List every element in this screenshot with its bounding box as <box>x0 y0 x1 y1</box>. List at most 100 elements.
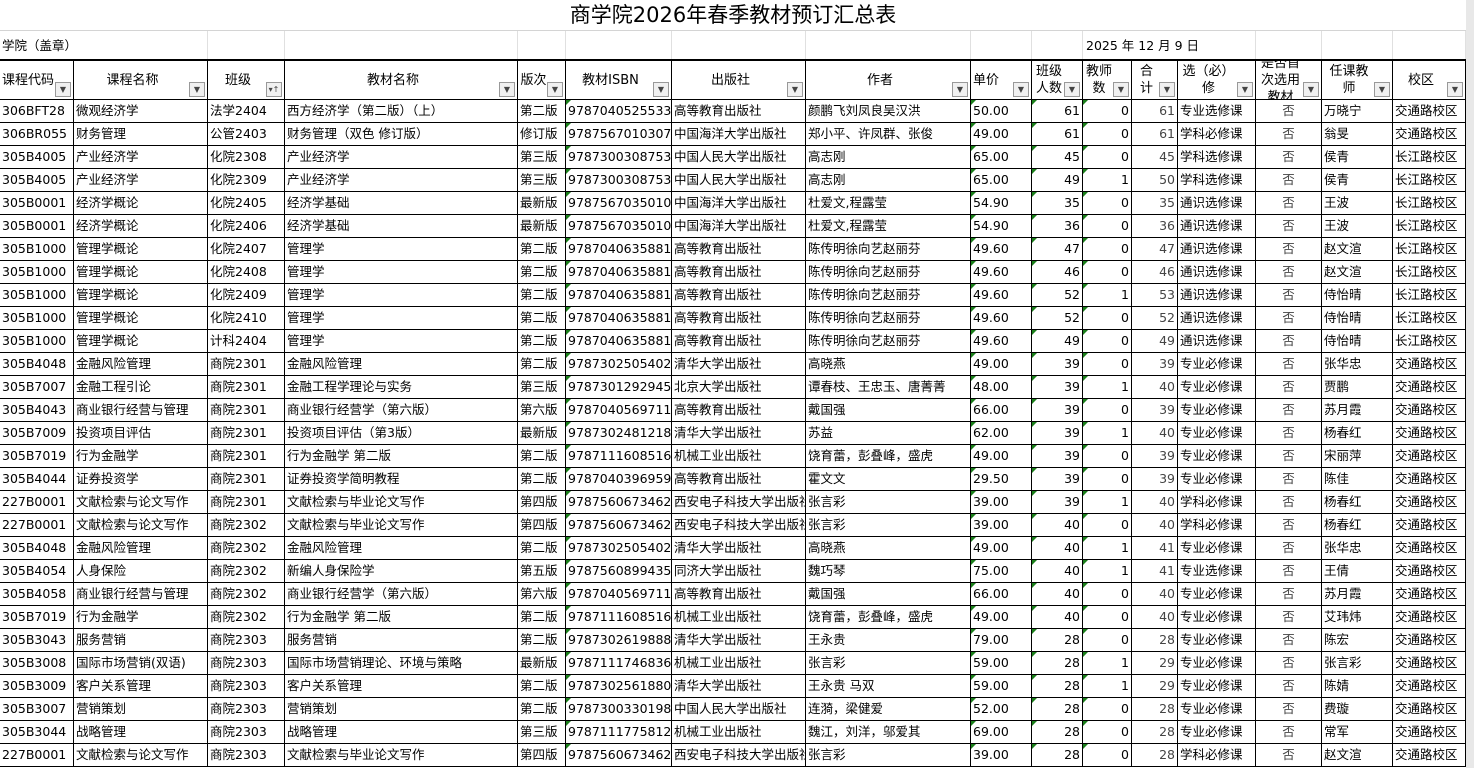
cell-total[interactable]: 45 <box>1132 146 1178 168</box>
cell-course-code[interactable]: 305B3044 <box>0 721 74 743</box>
cell-course-code[interactable]: 305B1000 <box>0 284 74 306</box>
cell-isbn[interactable]: 9787301292945 <box>566 376 672 398</box>
cell-teacher[interactable]: 张言彩 <box>1322 652 1393 674</box>
cell-first-use[interactable]: 否 <box>1256 491 1322 513</box>
cell-course-code[interactable]: 305B0001 <box>0 215 74 237</box>
cell-isbn[interactable]: 9787040635881 <box>566 261 672 283</box>
cell-total[interactable]: 28 <box>1132 629 1178 651</box>
cell-course-name[interactable]: 商业银行经营与管理 <box>74 583 208 605</box>
cell-isbn[interactable]: 9787111608516 <box>566 606 672 628</box>
cell-teacher[interactable]: 赵文渲 <box>1322 261 1393 283</box>
cell-course-name[interactable]: 国际市场营销(双语) <box>74 652 208 674</box>
cell-teacher-count[interactable]: 0 <box>1083 261 1132 283</box>
cell-unit-price[interactable]: 79.00 <box>971 629 1032 651</box>
cell-first-use[interactable]: 否 <box>1256 261 1322 283</box>
cell-course-name[interactable]: 证券投资学 <box>74 468 208 490</box>
cell-class-size[interactable]: 40 <box>1032 514 1083 536</box>
cell-isbn[interactable]: 9787300330198 <box>566 698 672 720</box>
cell-course-type[interactable]: 专业必修课 <box>1178 652 1256 674</box>
cell-isbn[interactable]: 9787560899435 <box>566 560 672 582</box>
header-edition[interactable]: 版次 ▼ <box>518 61 566 99</box>
cell-class[interactable]: 商院2303 <box>208 721 285 743</box>
cell-textbook-name[interactable]: 管理学 <box>285 238 518 260</box>
cell-author[interactable]: 高志刚 <box>806 146 971 168</box>
cell-textbook-name[interactable]: 西方经济学（第二版）（上） <box>285 100 518 122</box>
cell-author[interactable]: 戴国强 <box>806 399 971 421</box>
cell-first-use[interactable]: 否 <box>1256 169 1322 191</box>
cell-course-code[interactable]: 305B3007 <box>0 698 74 720</box>
cell-textbook-name[interactable]: 经济学基础 <box>285 215 518 237</box>
cell-edition[interactable]: 第四版 <box>518 491 566 513</box>
cell[interactable] <box>1032 31 1083 59</box>
cell-course-type[interactable]: 学科选修课 <box>1178 169 1256 191</box>
cell-course-type[interactable]: 学科选修课 <box>1178 146 1256 168</box>
cell-teacher-count[interactable]: 1 <box>1083 675 1132 697</box>
cell-campus[interactable]: 交通路校区 <box>1393 422 1466 444</box>
cell-teacher[interactable]: 侯青 <box>1322 169 1393 191</box>
cell-author[interactable]: 陈传明徐向艺赵丽芬 <box>806 284 971 306</box>
cell-course-code[interactable]: 305B1000 <box>0 238 74 260</box>
cell-isbn[interactable]: 9787302481218 <box>566 422 672 444</box>
cell-publisher[interactable]: 北京大学出版社 <box>672 376 806 398</box>
cell-total[interactable]: 39 <box>1132 353 1178 375</box>
cell-textbook-name[interactable]: 金融风险管理 <box>285 353 518 375</box>
cell[interactable] <box>518 31 566 59</box>
cell-course-name[interactable]: 客户关系管理 <box>74 675 208 697</box>
cell-first-use[interactable]: 否 <box>1256 514 1322 536</box>
cell-campus[interactable]: 交通路校区 <box>1393 123 1466 145</box>
cell-unit-price[interactable]: 59.00 <box>971 652 1032 674</box>
cell[interactable] <box>806 31 971 59</box>
cell-unit-price[interactable]: 54.90 <box>971 215 1032 237</box>
cell-class[interactable]: 商院2301 <box>208 468 285 490</box>
cell-total[interactable]: 36 <box>1132 215 1178 237</box>
cell-unit-price[interactable]: 49.00 <box>971 123 1032 145</box>
cell-class[interactable]: 化院2410 <box>208 307 285 329</box>
cell-teacher-count[interactable]: 0 <box>1083 744 1132 766</box>
cell[interactable] <box>208 31 285 59</box>
header-class[interactable]: 班级 ▾↑ <box>208 61 285 99</box>
cell-unit-price[interactable]: 39.00 <box>971 514 1032 536</box>
cell-course-code[interactable]: 305B4048 <box>0 537 74 559</box>
cell-edition[interactable]: 第二版 <box>518 307 566 329</box>
cell-class[interactable]: 商院2301 <box>208 353 285 375</box>
cell-course-name[interactable]: 服务营销 <box>74 629 208 651</box>
cell-unit-price[interactable]: 49.60 <box>971 330 1032 352</box>
cell-teacher[interactable]: 赵文渲 <box>1322 744 1393 766</box>
cell-first-use[interactable]: 否 <box>1256 192 1322 214</box>
cell-class[interactable]: 法学2404 <box>208 100 285 122</box>
cell-first-use[interactable]: 否 <box>1256 652 1322 674</box>
filter-dropdown-icon[interactable]: ▼ <box>1159 82 1175 97</box>
cell-teacher-count[interactable]: 0 <box>1083 146 1132 168</box>
cell-author[interactable]: 陈传明徐向艺赵丽芬 <box>806 261 971 283</box>
cell-first-use[interactable]: 否 <box>1256 238 1322 260</box>
cell-course-code[interactable]: 306BR055 <box>0 123 74 145</box>
cell-class[interactable]: 商院2303 <box>208 675 285 697</box>
cell-edition[interactable]: 第二版 <box>518 698 566 720</box>
cell-course-code[interactable]: 306BFT28 <box>0 100 74 122</box>
cell-class[interactable]: 商院2303 <box>208 629 285 651</box>
cell-course-name[interactable]: 产业经济学 <box>74 146 208 168</box>
cell-teacher-count[interactable]: 0 <box>1083 353 1132 375</box>
cell-edition[interactable]: 修订版 <box>518 123 566 145</box>
cell-publisher[interactable]: 机械工业出版社 <box>672 652 806 674</box>
cell-teacher-count[interactable]: 0 <box>1083 583 1132 605</box>
filter-dropdown-icon[interactable]: ▼ <box>1237 82 1253 97</box>
cell-course-name[interactable]: 营销策划 <box>74 698 208 720</box>
cell-class[interactable]: 计科2404 <box>208 330 285 352</box>
cell-author[interactable]: 戴国强 <box>806 583 971 605</box>
filter-dropdown-icon[interactable]: ▼ <box>499 82 515 97</box>
cell-first-use[interactable]: 否 <box>1256 721 1322 743</box>
cell-course-type[interactable]: 专业必修课 <box>1178 583 1256 605</box>
cell-campus[interactable]: 长江路校区 <box>1393 307 1466 329</box>
cell-teacher[interactable]: 苏月霞 <box>1322 399 1393 421</box>
cell[interactable] <box>672 31 806 59</box>
cell-course-name[interactable]: 金融风险管理 <box>74 353 208 375</box>
cell-course-name[interactable]: 管理学概论 <box>74 307 208 329</box>
cell-first-use[interactable]: 否 <box>1256 698 1322 720</box>
cell-class-size[interactable]: 39 <box>1032 376 1083 398</box>
header-publisher[interactable]: 出版社 ▼ <box>672 61 806 99</box>
cell-campus[interactable]: 交通路校区 <box>1393 560 1466 582</box>
filter-dropdown-icon[interactable]: ▼ <box>1374 82 1390 97</box>
cell[interactable] <box>1256 31 1322 59</box>
cell-course-type[interactable]: 通识选修课 <box>1178 215 1256 237</box>
